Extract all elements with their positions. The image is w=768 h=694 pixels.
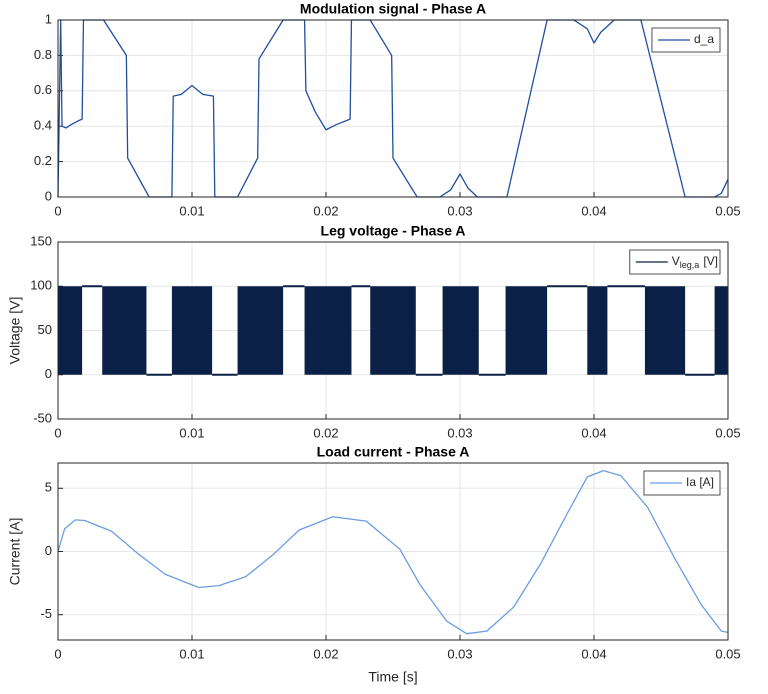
- y-tick-label: -5: [40, 606, 52, 621]
- legend: Ia [A]: [643, 470, 721, 496]
- x-tick-label: 0.04: [581, 203, 606, 218]
- data-line: [57, 19, 729, 198]
- voltage-band: [587, 286, 608, 375]
- legend-label: Vleg,a [V]: [672, 254, 718, 270]
- voltage-band: [212, 373, 238, 376]
- voltage-band: [351, 285, 371, 288]
- x-tick-label: 0.05: [715, 646, 740, 661]
- legend-name: V: [672, 254, 680, 268]
- y-axis-label: Voltage [V]: [7, 297, 23, 365]
- axes-box: [57, 462, 729, 641]
- voltage-band: [237, 286, 284, 375]
- voltage-band: [478, 373, 506, 376]
- legend-suffix: [V]: [703, 254, 718, 268]
- voltage-band: [415, 373, 443, 376]
- x-tick-label: 0.01: [179, 203, 204, 218]
- legend-subscript: leg,a: [680, 260, 700, 270]
- y-tick-label: 0: [45, 188, 52, 203]
- subplot-title: Load current - Phase A: [317, 444, 470, 460]
- x-tick-label: 0.05: [715, 425, 740, 440]
- data-line: [57, 469, 729, 635]
- y-tick-label: 0: [45, 366, 52, 381]
- voltage-band: [102, 286, 147, 375]
- voltage-band: [442, 286, 479, 375]
- subplot: 0 0.01 0.02 0.03 0.04 0.05 0 0.2 0.4 0.6 0.8 1 Modul…: [34, 1, 741, 219]
- y-tick-label: 0.2: [34, 153, 52, 168]
- x-tick-label: 0.05: [715, 203, 740, 218]
- x-tick-label: 0: [54, 646, 61, 661]
- x-tick-label: 0: [54, 425, 61, 440]
- x-tick-label: 0: [54, 203, 61, 218]
- legend: d_a: [651, 27, 721, 53]
- voltage-band: [714, 286, 728, 375]
- y-axis-label: Current [A]: [7, 518, 23, 586]
- x-tick-label: 0.02: [313, 203, 338, 218]
- legend: Vleg,a [V]: [629, 249, 721, 275]
- y-tick-label: 50: [38, 322, 52, 337]
- subplot-title: Leg voltage - Phase A: [321, 223, 466, 239]
- voltage-band: [644, 286, 686, 375]
- y-tick-label: 0.8: [34, 47, 52, 62]
- x-tick-label: 0.04: [581, 646, 606, 661]
- voltage-band: [171, 286, 213, 375]
- subplot-title: Modulation signal - Phase A: [300, 1, 486, 17]
- y-tick-label: 1: [45, 11, 52, 26]
- x-tick-label: 0.03: [447, 646, 472, 661]
- subplot: 0 0.01 0.02 0.03 0.04 0.05 -5 0 5 Load current - …: [7, 444, 741, 685]
- x-tick-label: 0.03: [447, 203, 472, 218]
- legend-label: d_a: [694, 32, 714, 46]
- legend-name: Ia [A]: [686, 475, 714, 489]
- y-tick-label: 100: [30, 278, 52, 293]
- x-tick-label: 0.02: [313, 425, 338, 440]
- voltage-band: [505, 286, 548, 375]
- voltage-band: [607, 285, 645, 288]
- y-tick-label: 150: [30, 233, 52, 248]
- voltage-band: [82, 285, 103, 288]
- y-tick-label: 0.4: [34, 118, 52, 133]
- voltage-band: [304, 286, 352, 375]
- x-tick-label: 0.01: [179, 425, 204, 440]
- voltage-band: [547, 285, 588, 288]
- x-tick-label: 0.01: [179, 646, 204, 661]
- y-tick-label: -50: [33, 410, 52, 425]
- voltage-band: [146, 373, 172, 376]
- x-tick-label: 0.04: [581, 425, 606, 440]
- voltage-band: [685, 373, 715, 376]
- y-tick-label: 0: [45, 543, 52, 558]
- x-axis-label: Time [s]: [368, 669, 417, 685]
- legend-label: Ia [A]: [686, 475, 714, 489]
- axes-box: [57, 241, 729, 420]
- voltage-band: [58, 286, 83, 375]
- axes-box: [57, 19, 729, 198]
- voltage-band: [370, 286, 416, 375]
- y-tick-label: 5: [45, 480, 52, 495]
- voltage-band: [283, 285, 305, 288]
- x-tick-label: 0.03: [447, 425, 472, 440]
- y-tick-label: 0.6: [34, 82, 52, 97]
- x-tick-label: 0.02: [313, 646, 338, 661]
- legend-name: d_a: [694, 32, 714, 46]
